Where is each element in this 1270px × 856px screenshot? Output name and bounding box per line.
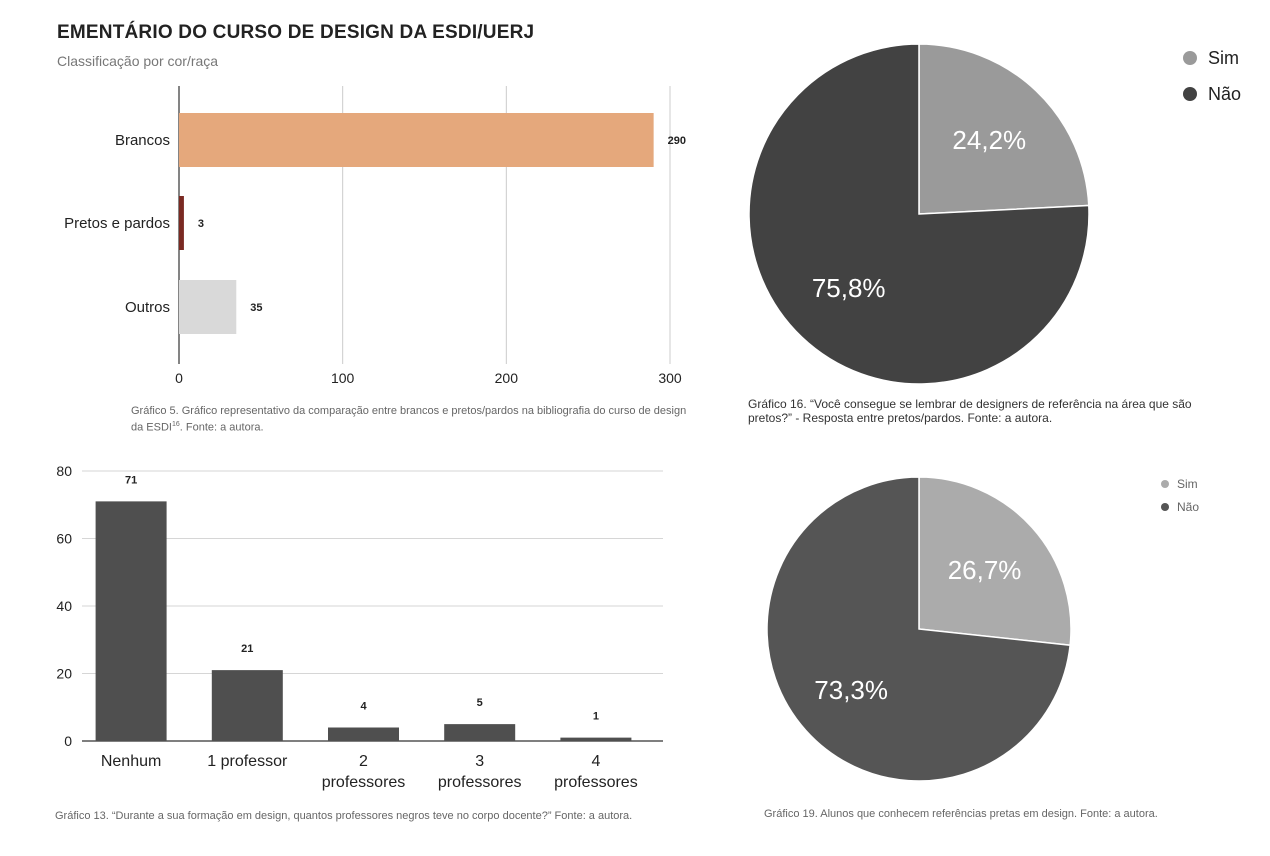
chart1-title: EMENTÁRIO DO CURSO DE DESIGN DA ESDI/UER… (57, 22, 535, 43)
y-tick-label: 0 (64, 733, 72, 749)
legend-dot-icon (1183, 51, 1197, 65)
chart2-legend-item-nao: Não (1183, 82, 1241, 106)
category-label: professores (438, 774, 522, 791)
chart4-legend-label-nao: Não (1177, 500, 1200, 514)
chart3-caption: Gráfico 13. “Durante a sua formação em d… (55, 810, 633, 822)
chart2-legend: Sim Não (1183, 46, 1241, 106)
slice-label: 26,7% (948, 555, 1022, 585)
data-label: 71 (125, 474, 137, 486)
x-tick-label: 200 (495, 370, 519, 386)
y-tick-label: 20 (56, 666, 72, 682)
x-tick-label: 0 (175, 370, 183, 386)
chart1-caption-main: Gráfico 5. Gráfico representativo da com… (131, 405, 687, 434)
category-label: professores (554, 774, 638, 791)
chart3-vbar-chart: 0 20 40 60 80 71 Nenhum 21 1 professor 4 2 professo… (56, 463, 663, 791)
category-label: Outros (125, 299, 170, 316)
chart2-legend-label-sim: Sim (1208, 47, 1239, 68)
data-label: 290 (668, 135, 686, 147)
bar (179, 280, 237, 334)
chart4-pie-chart: 26,7% 73,3% (766, 476, 1072, 782)
x-tick-label: 100 (331, 370, 355, 386)
bar (179, 196, 184, 250)
category-label: 2 (359, 753, 368, 770)
bar (179, 113, 654, 167)
category-label: Pretos e pardos (64, 215, 170, 232)
chart2-legend-item-sim: Sim (1183, 46, 1241, 70)
bar (211, 670, 283, 741)
x-tick-label: 300 (658, 370, 682, 386)
slice-label: 24,2% (952, 125, 1026, 155)
bar (328, 727, 399, 741)
chart4-legend-item-sim: Sim (1161, 477, 1199, 491)
slice-label: 73,3% (814, 675, 888, 705)
chart2-caption: Gráfico 16. “Você consegue se lembrar de… (748, 397, 1192, 425)
data-label: 21 (241, 643, 253, 655)
chart2-pie-chart: 24,2% 75,8% (748, 43, 1090, 385)
bar (95, 501, 167, 741)
category-label: Nenhum (101, 753, 161, 770)
data-label: 35 (250, 302, 262, 314)
legend-dot-icon (1161, 503, 1169, 511)
category-label: 4 (591, 753, 600, 770)
pie-slice (918, 43, 1090, 215)
pie-slice (918, 476, 1072, 647)
pie-slice (748, 43, 1090, 385)
category-label: 3 (475, 753, 484, 770)
category-label: Brancos (115, 132, 170, 149)
legend-dot-icon (1183, 87, 1197, 101)
pie-slice (766, 476, 1071, 782)
data-label: 1 (593, 711, 599, 723)
chart4-caption: Gráfico 19. Alunos que conhecem referênc… (764, 808, 1158, 820)
y-tick-label: 80 (56, 463, 72, 479)
chart4-legend: Sim Não (1161, 477, 1199, 514)
chart1-caption: Gráfico 5. Gráfico representativo da com… (131, 405, 691, 435)
slice-label: 75,8% (812, 273, 886, 303)
chart2-legend-label-nao: Não (1208, 83, 1242, 104)
data-label: 5 (477, 697, 483, 709)
chart1-caption-sup: 16 (171, 421, 180, 428)
chart4-legend-item-nao: Não (1161, 500, 1199, 514)
chart4-legend-label-sim: Sim (1177, 477, 1198, 491)
legend-dot-icon (1161, 480, 1169, 488)
bar (444, 724, 516, 741)
y-tick-label: 60 (56, 531, 72, 547)
chart1-hbar-chart: 0 100 200 300 Brancos 290 Pretos e pardos 3 Outr… (64, 86, 686, 386)
chart1-subtitle: Classificação por cor/raça (57, 53, 219, 69)
category-label: professores (322, 774, 406, 791)
category-label: 1 professor (207, 753, 288, 770)
data-label: 4 (360, 701, 367, 713)
y-tick-label: 40 (56, 598, 72, 614)
data-label: 3 (198, 218, 204, 230)
chart1-caption-tail: . Fonte: a autora. (179, 421, 264, 434)
bar (560, 737, 632, 741)
